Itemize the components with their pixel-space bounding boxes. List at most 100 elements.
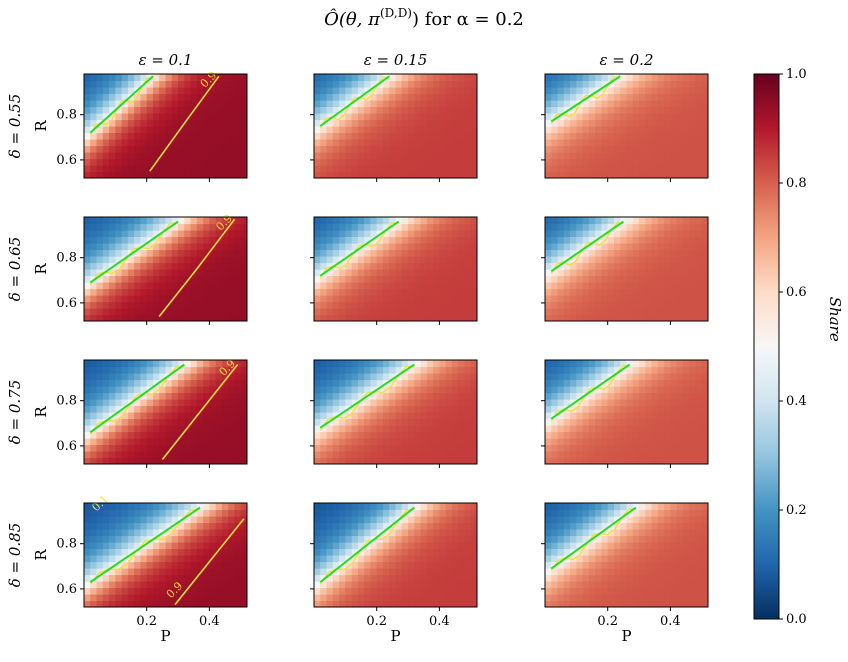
heat-cell [664, 158, 671, 166]
heat-cell [676, 301, 684, 309]
heat-cell [682, 126, 690, 134]
heat-cell [215, 262, 223, 270]
heat-cell [134, 236, 142, 244]
heat-cell [458, 158, 466, 166]
heat-cell [90, 145, 98, 153]
heat-cell [620, 262, 628, 270]
heat-cell [234, 223, 242, 231]
heat-cell [165, 568, 173, 576]
heat-cell [178, 145, 185, 153]
heat-cell [357, 568, 365, 576]
heat-cell [420, 139, 428, 147]
heat-cell [570, 386, 577, 394]
heat-cell [84, 522, 91, 530]
heat-cell [695, 314, 703, 321]
heat-cell [645, 308, 653, 316]
heat-cell [382, 158, 390, 166]
heat-cell [464, 152, 472, 160]
heat-cell [433, 80, 440, 88]
heat-cell [84, 295, 91, 303]
heat-cell [613, 119, 621, 127]
heat-cell [121, 594, 129, 602]
heat-cell [115, 288, 123, 296]
heat-cell [563, 399, 571, 407]
heat-cell [689, 444, 697, 452]
heat-cell [178, 503, 185, 511]
heat-cell [320, 171, 328, 178]
heat-cell [314, 568, 321, 576]
heat-cell [563, 360, 571, 368]
heat-cell [613, 548, 621, 556]
heat-cell [190, 126, 198, 134]
heat-cell [376, 171, 384, 178]
heat-cell [364, 418, 372, 426]
heat-cell [657, 100, 665, 108]
heat-cell [458, 74, 466, 82]
heat-cell [171, 561, 179, 569]
heat-cell [551, 87, 559, 95]
heat-cell [551, 262, 559, 270]
heat-cell [701, 158, 708, 166]
heat-cell [140, 529, 148, 537]
heat-cell [351, 600, 359, 607]
heat-cell [382, 308, 390, 316]
heat-cell [676, 262, 684, 270]
heat-cell [127, 542, 135, 550]
heat-cell [570, 217, 577, 225]
heat-cell [664, 100, 671, 108]
heat-cell [433, 574, 440, 582]
heat-cell [445, 243, 453, 251]
heat-cell [102, 295, 110, 303]
heat-cell [146, 314, 154, 321]
heat-cell [159, 217, 167, 225]
heat-cell [620, 80, 628, 88]
heat-cell [209, 74, 217, 82]
heat-cell [433, 535, 440, 543]
heat-cell [451, 516, 459, 524]
heat-cell [607, 132, 615, 140]
heat-cell [382, 314, 390, 321]
heat-cell [408, 230, 415, 238]
heat-cell [426, 405, 434, 413]
heat-cell [140, 425, 148, 433]
heat-cell [607, 158, 615, 166]
heat-cell [326, 80, 334, 88]
heat-cell [127, 74, 135, 82]
heat-cell [395, 587, 403, 595]
heat-cell [670, 262, 678, 270]
heat-cell [134, 119, 142, 127]
heat-cell [639, 145, 646, 153]
heat-cell [351, 392, 359, 400]
heat-cell [326, 581, 334, 589]
heat-cell [178, 80, 185, 88]
heat-cell [228, 587, 236, 595]
heat-cell [395, 288, 403, 296]
heat-cell [102, 600, 110, 607]
heat-cell [458, 308, 466, 316]
heat-cell [701, 256, 708, 264]
heat-cell [121, 269, 129, 277]
heat-cell [332, 308, 340, 316]
heat-cell [545, 74, 552, 82]
heat-cell [664, 236, 671, 244]
heat-cell [613, 587, 621, 595]
heat-cell [351, 574, 359, 582]
heat-cell [401, 243, 409, 251]
heat-cell [626, 431, 634, 439]
heat-cell [115, 100, 123, 108]
heat-cell [551, 145, 559, 153]
heat-cell [651, 555, 659, 563]
heat-cell [639, 516, 646, 524]
heat-cell [613, 503, 621, 511]
heat-cell [326, 74, 334, 82]
heat-cell [84, 542, 91, 550]
heat-cell [178, 314, 185, 321]
heatmap [314, 360, 477, 464]
heat-cell [451, 574, 459, 582]
heat-cell [357, 548, 365, 556]
heat-cell [626, 561, 634, 569]
heat-cell [670, 392, 678, 400]
heat-cell [557, 119, 565, 127]
heat-cell [401, 126, 409, 134]
heat-cell [551, 431, 559, 439]
